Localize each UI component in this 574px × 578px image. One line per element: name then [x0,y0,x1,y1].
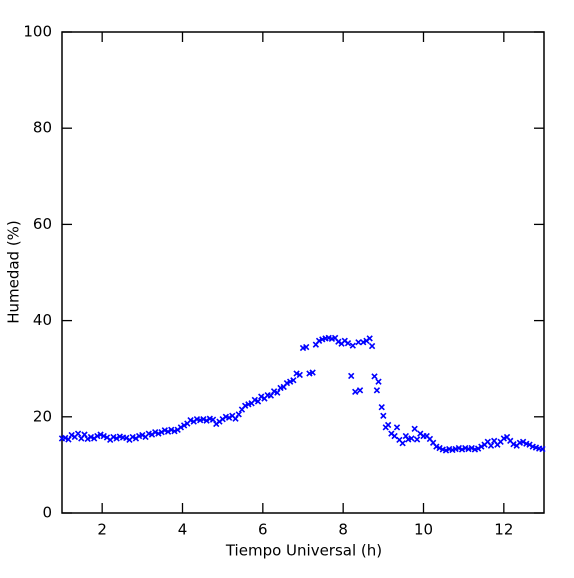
data-point [74,430,82,437]
data-point [393,424,401,431]
data-point [384,421,392,429]
y-axis-label: Humedad (%) [5,220,23,324]
data-point [200,416,207,423]
data-point [270,388,278,395]
data-point [408,435,415,442]
data-point [235,411,242,418]
data-point [171,428,178,435]
data-point [158,429,165,436]
data-point [468,444,475,452]
y-tick-label: 0 [42,504,52,522]
x-tick-label: 4 [178,521,188,539]
data-point [203,417,210,424]
y-tick-label: 20 [33,407,52,425]
x-tick-label: 6 [258,521,268,539]
data-point [356,387,364,394]
data-point [129,433,136,441]
data-point [378,404,385,411]
data-point [97,431,104,438]
y-tick-label: 40 [33,311,52,329]
data-point [411,425,418,432]
data-point [539,445,546,453]
data-point [355,339,362,346]
data-point [335,338,342,345]
data-point [296,371,303,379]
y-tick-label: 100 [23,23,52,41]
data-point [458,446,466,453]
data-point [161,427,168,434]
plot-frame [61,31,545,514]
data-point [526,441,533,448]
data-point [315,337,323,344]
data-point [373,387,381,394]
y-tick-label: 60 [33,215,52,233]
data-point [360,339,367,346]
data-point [500,435,507,442]
data-point [290,377,297,384]
x-axis-label: Tiempo Universal (h) [225,542,382,560]
x-tick-label: 12 [494,521,513,539]
x-tick-label: 10 [414,521,433,539]
data-point [510,441,517,448]
data-point [152,429,159,436]
data-point [375,378,382,385]
data-point [87,433,95,441]
data-point [433,443,440,450]
data-point [225,414,233,421]
data-point [187,417,194,424]
data-point [254,398,262,405]
data-point [139,431,146,439]
data-point [113,435,120,442]
data-point [352,388,359,395]
data-point [110,433,117,441]
data-point [62,434,69,442]
data-point [391,432,398,440]
data-point [371,373,378,380]
data-point [241,402,249,409]
data-point [436,444,443,452]
data-point [519,438,527,445]
data-point [283,379,291,387]
x-tick-label: 2 [97,521,107,539]
data-point [368,342,376,350]
data-point [413,436,421,443]
data-point [455,444,463,452]
data-point [94,432,101,440]
data-point [478,443,485,450]
data-point [177,424,185,431]
data-point [487,442,495,449]
data-point [293,370,300,377]
x-tick-label: 8 [338,521,348,539]
data-point [474,445,482,452]
data-point [380,412,387,420]
data-point [68,431,75,439]
data-point [366,335,373,342]
data-point [349,342,356,349]
data-point [100,432,107,440]
data-point [164,428,172,435]
data-point [84,435,91,443]
data-point [155,430,162,437]
data-point [442,447,450,454]
data-point [399,440,406,447]
data-point [303,343,310,351]
data-point [123,434,130,442]
data-point [180,422,188,429]
data-point [309,369,316,376]
data-point [348,372,355,380]
data-point [251,396,258,404]
data-point [168,426,175,433]
data-point [344,340,352,347]
y-tick-label: 80 [33,119,52,137]
data-point [286,378,294,385]
data-point [274,389,281,396]
data-point [258,393,265,400]
